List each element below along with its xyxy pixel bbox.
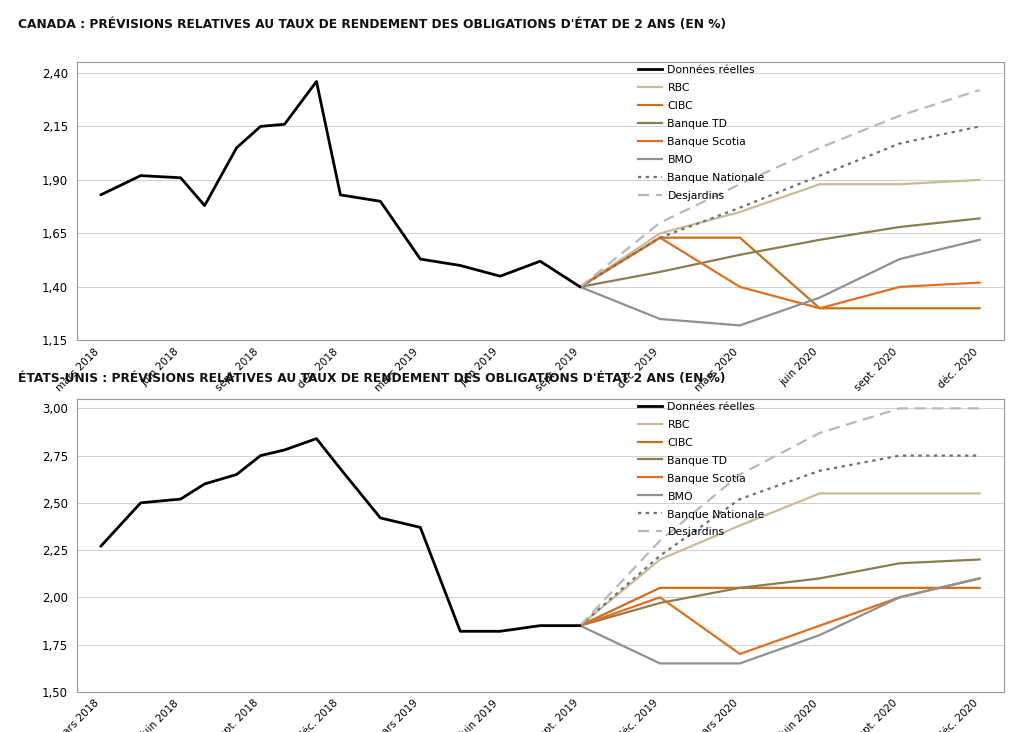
Legend: Données réelles, RBC, CIBC, Banque TD, Banque Scotia, BMO, Banque Nationale, Des: Données réelles, RBC, CIBC, Banque TD, B… xyxy=(638,401,765,537)
Text: ÉTATS-UNIS : PRÉVISIONS RELATIVES AU TAUX DE RENDEMENT DES OBLIGATIONS D'ÉTAT 2 : ÉTATS-UNIS : PRÉVISIONS RELATIVES AU TAU… xyxy=(18,372,726,385)
Legend: Données réelles, RBC, CIBC, Banque TD, Banque Scotia, BMO, Banque Nationale, Des: Données réelles, RBC, CIBC, Banque TD, B… xyxy=(638,65,765,201)
Text: CANADA : PRÉVISIONS RELATIVES AU TAUX DE RENDEMENT DES OBLIGATIONS D'ÉTAT DE 2 A: CANADA : PRÉVISIONS RELATIVES AU TAUX DE… xyxy=(18,18,726,31)
